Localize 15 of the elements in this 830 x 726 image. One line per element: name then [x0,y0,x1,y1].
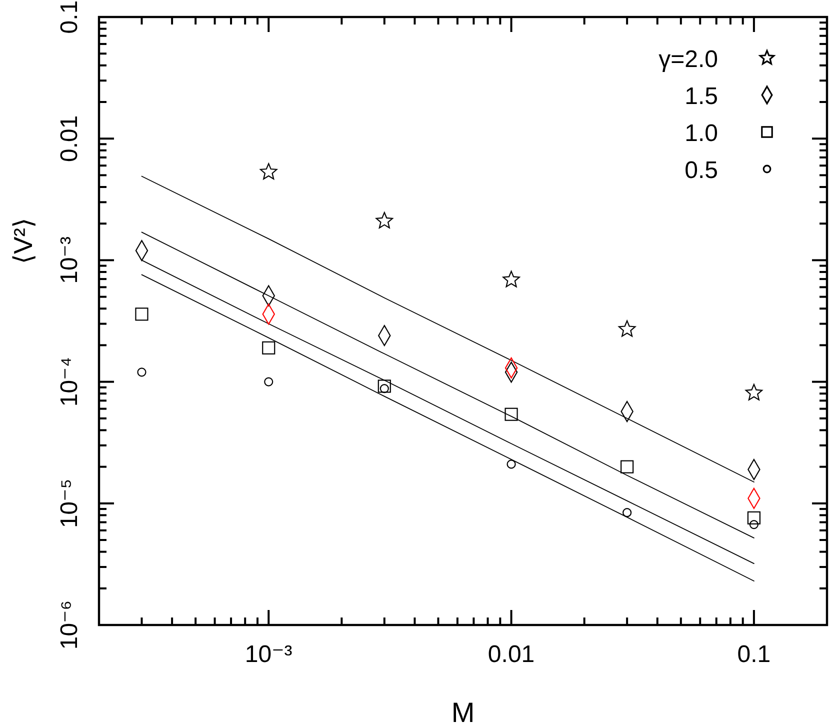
y-tick-label: 10⁻⁴ [56,356,83,407]
legend-label: γ=2.0 [658,46,718,73]
y-tick-label: 0.01 [56,115,83,162]
y-tick-label: 10⁻³ [56,236,83,284]
x-tick-label: 0.01 [488,641,535,668]
legend-label: 0.5 [684,157,718,184]
x-tick-label: 10⁻³ [244,641,292,668]
x-axis-title: M [451,697,475,726]
legend-label: 1.5 [684,83,718,110]
y-tick-label: 0.1 [56,0,83,34]
y-tick-label: 10⁻⁶ [56,600,83,650]
x-tick-label: 0.1 [737,641,771,668]
legend-label: 1.0 [684,120,718,147]
y-axis-title: ⟨V²⟩ [8,218,38,264]
y-tick-label: 10⁻⁵ [56,478,83,528]
